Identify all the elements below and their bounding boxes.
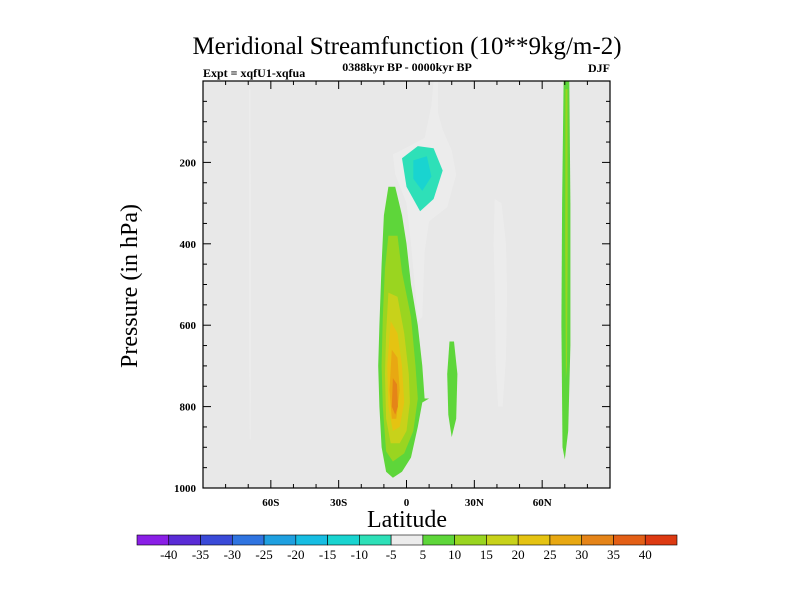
experiment-label: Expt = xqfU1-xqfua <box>203 66 305 80</box>
colorbar-swatch <box>454 534 487 546</box>
colorbar-label: 5 <box>420 547 427 562</box>
y-tick-label: 600 <box>180 320 197 332</box>
colorbar-swatch <box>263 534 297 546</box>
colorbar-label: -20 <box>287 547 304 562</box>
colorbar-label: 30 <box>575 547 588 562</box>
colorbar-label: 40 <box>639 547 652 562</box>
colorbar-swatch <box>231 534 265 546</box>
colorbar: -40 -35 -30 -25 -20 -15 -10 -5 5 10 15 20 25 30 35 40 <box>136 534 678 562</box>
contour-cell-20n <box>447 341 458 438</box>
colorbar-swatch <box>613 534 646 546</box>
colorbar-label: -35 <box>192 547 209 562</box>
colorbar-swatch <box>549 534 583 546</box>
y-tick-label: 200 <box>180 157 197 169</box>
contour-layer <box>248 81 571 478</box>
chart-title: Meridional Streamfunction (10**9kg/m-2) <box>192 33 621 60</box>
contour-cell-40n <box>493 199 508 407</box>
season-label: DJF <box>588 61 610 75</box>
contour-cell-65s <box>248 89 251 440</box>
colorbar-label: -30 <box>224 547 241 562</box>
y-tick-label: 400 <box>180 239 197 251</box>
colorbar-label: 20 <box>512 547 525 562</box>
colorbar-label: -25 <box>255 547 272 562</box>
contour-cell-upper-tropics-core <box>413 156 432 191</box>
colorbar-swatch <box>644 534 678 546</box>
axis-ticks <box>203 81 610 488</box>
x-axis: 60S 30S 0 30N 60N <box>262 497 551 509</box>
y-axis: 200 400 600 800 1000 <box>174 157 197 495</box>
x-tick-label: 60N <box>533 497 552 509</box>
y-tick-label: 1000 <box>174 483 197 495</box>
x-tick-label: 30S <box>330 497 347 509</box>
colorbar-label: -40 <box>160 547 177 562</box>
colorbar-label: 25 <box>543 547 556 562</box>
x-axis-label: Latitude <box>367 507 447 533</box>
colorbar-label: 15 <box>480 547 493 562</box>
plot-area <box>202 80 611 489</box>
colorbar-swatch <box>168 534 201 546</box>
colorbar-label: -15 <box>319 547 336 562</box>
colorbar-label: 10 <box>448 547 461 562</box>
x-tick-label: 0 <box>404 497 410 509</box>
contour-cell-tropics-lower-30 <box>391 378 398 415</box>
y-axis-label: Pressure (in hPa) <box>117 204 143 368</box>
colorbar-label: 35 <box>607 547 620 562</box>
colorbar-swatch <box>422 534 455 546</box>
colorbar-swatch <box>517 534 551 546</box>
colorbar-label: -5 <box>386 547 397 562</box>
colorbar-swatch <box>486 534 519 546</box>
colorbar-label: -10 <box>351 547 368 562</box>
colorbar-swatch <box>390 534 424 546</box>
colorbar-swatch <box>359 534 392 546</box>
x-tick-label: 60S <box>262 497 279 509</box>
x-tick-label: 30N <box>465 497 484 509</box>
colorbar-swatch <box>581 534 614 546</box>
colorbar-swatch <box>200 534 233 546</box>
colorbar-swatch <box>136 534 170 546</box>
contour-cell-70n-inner <box>565 89 568 379</box>
colorbar-swatch <box>327 534 360 546</box>
colorbar-swatch <box>295 534 328 546</box>
chart-subtitle: 0388kyr BP - 0000kyr BP <box>342 60 472 74</box>
y-tick-label: 800 <box>180 402 197 414</box>
